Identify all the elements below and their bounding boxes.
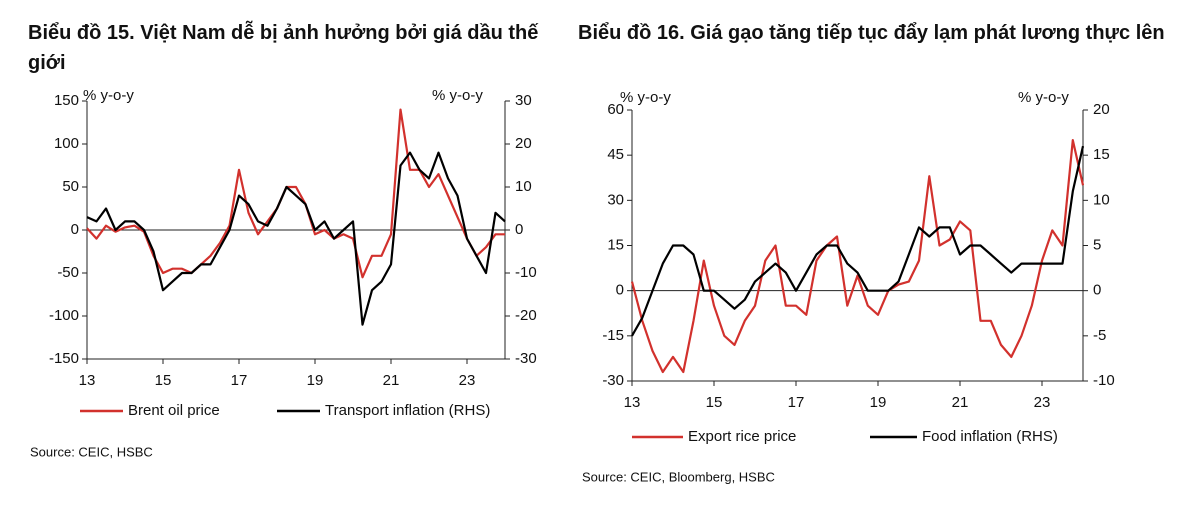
y2-tick-label: 20 — [1093, 101, 1110, 118]
y2-tick-label: 5 — [1093, 236, 1101, 253]
x-tick-label: 19 — [870, 394, 887, 411]
y-tick-label: -15 — [602, 327, 624, 344]
y2-tick-label: 10 — [515, 178, 532, 195]
y-tick-label: -150 — [49, 350, 79, 367]
y-tick-label: 0 — [616, 282, 624, 299]
legend-label: Food inflation (RHS) — [922, 428, 1058, 445]
y2-axis-unit: % y-o-y — [432, 87, 483, 104]
y2-tick-label: -20 — [515, 307, 537, 324]
y-tick-label: 60 — [607, 101, 624, 118]
y2-tick-label: 20 — [515, 135, 532, 152]
x-tick-label: 17 — [231, 372, 248, 389]
legend-label: Brent oil price — [128, 402, 220, 419]
y2-tick-label: -10 — [515, 264, 537, 281]
series-line — [86, 108, 505, 279]
legend-label: Transport inflation (RHS) — [325, 402, 490, 419]
y-tick-label: 0 — [71, 221, 79, 238]
series-line — [631, 145, 1085, 337]
x-tick-label: 21 — [383, 372, 400, 389]
x-tick-label: 21 — [952, 394, 969, 411]
source-note: Source: CEIC, HSBC — [30, 444, 153, 459]
x-tick-label: 13 — [624, 394, 641, 411]
x-tick-label: 15 — [155, 372, 172, 389]
y2-tick-label: -5 — [1093, 327, 1106, 344]
y-axis-unit: % y-o-y — [620, 89, 671, 106]
chart-title: Biểu đồ 15. Việt Nam dễ bị ảnh hưởng bởi… — [28, 22, 539, 74]
y-tick-label: -100 — [49, 307, 79, 324]
series-line — [630, 139, 1085, 374]
y-tick-label: 50 — [62, 178, 79, 195]
y2-tick-label: 15 — [1093, 146, 1110, 163]
y2-tick-label: -30 — [515, 350, 537, 367]
x-tick-label: 15 — [706, 394, 723, 411]
x-tick-label: 17 — [788, 394, 805, 411]
x-tick-label: 23 — [459, 372, 476, 389]
x-tick-label: 23 — [1034, 394, 1051, 411]
legend-label: Export rice price — [688, 428, 796, 445]
y-tick-label: 100 — [54, 135, 79, 152]
x-tick-label: 19 — [307, 372, 324, 389]
y-axis-unit: % y-o-y — [83, 87, 134, 104]
series-line — [86, 151, 506, 326]
y-tick-label: 150 — [54, 92, 79, 109]
y2-tick-label: 0 — [515, 221, 523, 238]
y2-tick-label: -10 — [1093, 372, 1115, 389]
y-tick-label: -30 — [602, 372, 624, 389]
y-tick-label: 15 — [607, 236, 624, 253]
y2-axis-unit: % y-o-y — [1018, 89, 1069, 106]
y2-tick-label: 0 — [1093, 282, 1101, 299]
chart-title: Biểu đồ 16. Giá gạo tăng tiếp tục đẩy lạ… — [578, 22, 1165, 44]
y2-tick-label: 10 — [1093, 191, 1110, 208]
y2-tick-label: 30 — [515, 92, 532, 109]
source-note: Source: CEIC, Bloomberg, HSBC — [582, 469, 775, 484]
y-tick-label: -50 — [57, 264, 79, 281]
x-tick-label: 13 — [79, 372, 96, 389]
y-tick-label: 45 — [607, 146, 624, 163]
y-tick-label: 30 — [607, 191, 624, 208]
